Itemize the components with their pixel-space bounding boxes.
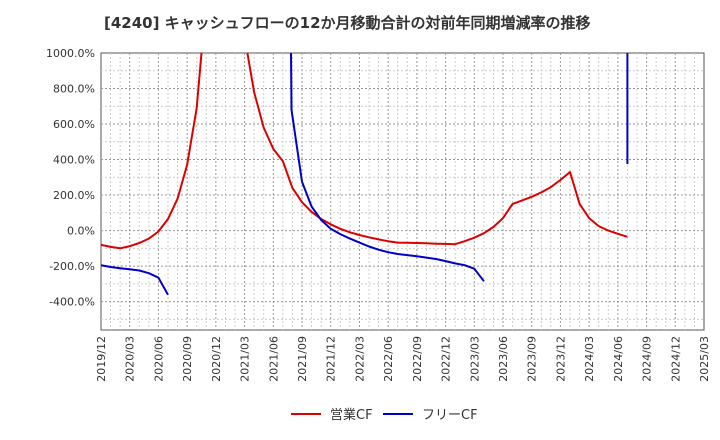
series-1 — [101, 52, 629, 296]
x-tick-label: 2021/03 — [239, 336, 252, 382]
y-tick-label: -400.0% — [49, 296, 95, 309]
x-tick-label: 2023/12 — [554, 336, 567, 382]
y-tick-label: 400.0% — [53, 154, 95, 167]
x-tick-label: 2021/06 — [267, 336, 280, 382]
series-line — [101, 52, 203, 250]
series-line — [290, 52, 485, 282]
x-tick-label: 2020/09 — [181, 336, 194, 382]
y-tick-label: 0.0% — [67, 225, 95, 238]
x-tick-label: 2024/12 — [669, 336, 682, 382]
x-tick-label: 2021/09 — [296, 336, 309, 382]
x-tick-label: 2024/03 — [583, 336, 596, 382]
y-tick-label: 1000.0% — [46, 47, 95, 60]
x-tick-label: 2021/12 — [325, 336, 338, 382]
x-tick-label: 2023/03 — [468, 336, 481, 382]
series-line — [101, 264, 169, 296]
legend-label: 営業CF — [330, 407, 373, 423]
x-tick-label: 2024/09 — [641, 336, 654, 382]
legend: 営業CF フリーCF — [291, 407, 478, 423]
plot-area — [100, 52, 705, 331]
x-tick-label: 2022/06 — [382, 336, 395, 382]
axes: 1000.0% 800.0% 600.0% 400.0% 200.0% 0.0% -200.… — [46, 47, 711, 382]
grid — [100, 52, 705, 331]
x-tick-label: 2023/06 — [497, 336, 510, 382]
x-tick-label: 2022/09 — [411, 336, 424, 382]
x-tick-label: 2022/12 — [440, 336, 453, 382]
x-tick-label: 2020/12 — [210, 336, 223, 382]
series-0 — [101, 52, 628, 250]
x-tick-label: 2023/09 — [526, 336, 539, 382]
x-tick-label: 2019/12 — [95, 336, 108, 382]
x-tick-label: 2025/03 — [698, 336, 711, 382]
series — [101, 52, 629, 296]
y-tick-label: 800.0% — [53, 83, 95, 96]
x-tick-label: 2020/06 — [152, 336, 165, 382]
x-tick-label: 2020/03 — [124, 336, 137, 382]
legend-label: フリーCF — [422, 408, 478, 423]
y-tick-label: -200.0% — [49, 260, 95, 273]
chart-title: [4240] キャッシュフローの12か月移動合計の対前年同期増減率の推移 — [104, 14, 591, 32]
x-tick-label: 2022/03 — [353, 336, 366, 382]
y-tick-label: 600.0% — [53, 118, 95, 131]
x-tick-label: 2024/06 — [612, 336, 625, 382]
y-tick-label: 200.0% — [53, 189, 95, 202]
